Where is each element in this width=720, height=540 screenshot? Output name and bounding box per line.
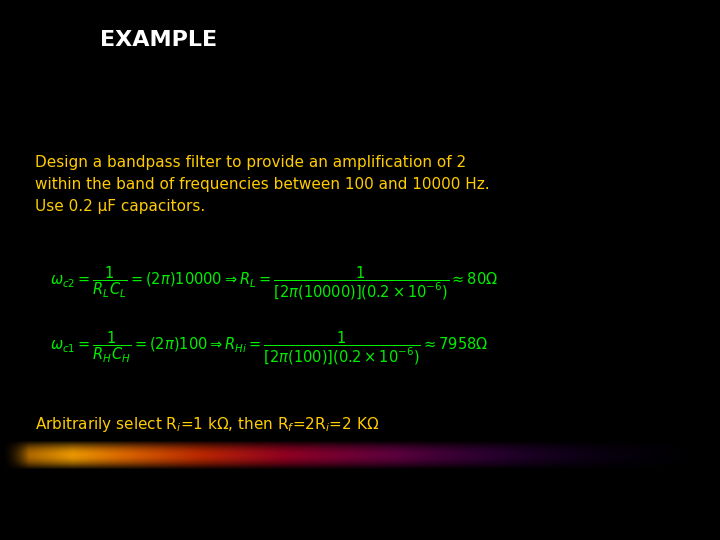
- Text: Use 0.2 μF capacitors.: Use 0.2 μF capacitors.: [35, 199, 205, 214]
- Text: $\omega_{c1} = \dfrac{1}{R_H C_H} = (2\pi)100 \Rightarrow R_{Hi} = \dfrac{1}{[2\: $\omega_{c1} = \dfrac{1}{R_H C_H} = (2\p…: [50, 330, 488, 367]
- Text: Arbitrarily select R$_i$=1 k$\Omega$, then R$_f$=2R$_i$=2 K$\Omega$: Arbitrarily select R$_i$=1 k$\Omega$, th…: [35, 415, 379, 434]
- Text: within the band of frequencies between 100 and 10000 Hz.: within the band of frequencies between 1…: [35, 177, 490, 192]
- Text: Design a bandpass filter to provide an amplification of 2: Design a bandpass filter to provide an a…: [35, 155, 466, 170]
- Text: EXAMPLE: EXAMPLE: [100, 30, 217, 50]
- Text: $\omega_{c2} = \dfrac{1}{R_L C_L} = (2\pi)10000 \Rightarrow R_L = \dfrac{1}{[2\p: $\omega_{c2} = \dfrac{1}{R_L C_L} = (2\p…: [50, 265, 498, 302]
